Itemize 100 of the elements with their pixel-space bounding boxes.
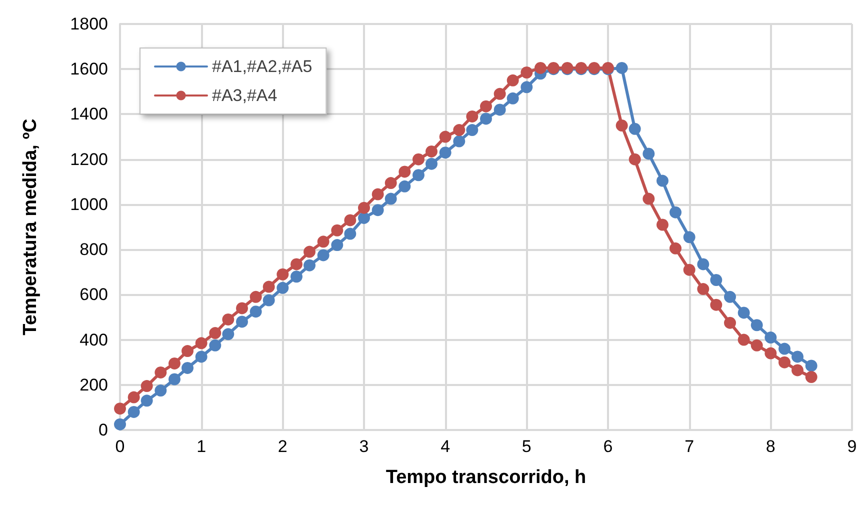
point xyxy=(317,249,330,262)
point xyxy=(250,290,262,303)
point xyxy=(384,192,397,205)
point xyxy=(209,339,222,352)
point xyxy=(506,74,519,86)
point xyxy=(317,236,330,248)
point xyxy=(331,224,344,236)
point xyxy=(494,88,506,100)
y-tick-label: 0 xyxy=(98,420,108,440)
point xyxy=(140,394,153,407)
point xyxy=(697,283,710,296)
point xyxy=(764,347,777,360)
x-tick-label: 6 xyxy=(603,437,613,456)
point xyxy=(372,188,384,200)
point xyxy=(276,282,289,294)
x-tick-label: 9 xyxy=(847,437,857,456)
point xyxy=(168,373,180,386)
point xyxy=(372,204,384,216)
point xyxy=(344,228,356,240)
x-tick-label: 3 xyxy=(359,437,369,456)
point xyxy=(683,264,696,276)
legend-label: #A3,#A4 xyxy=(212,86,278,105)
x-tick-label: 4 xyxy=(440,437,450,456)
point xyxy=(412,169,424,182)
x-tick-label: 1 xyxy=(196,437,206,456)
point xyxy=(439,146,452,159)
point xyxy=(439,130,452,143)
point xyxy=(628,122,641,135)
point xyxy=(466,110,478,122)
point xyxy=(398,180,411,192)
x-tick-label: 0 xyxy=(115,437,125,456)
y-tick-label: 1200 xyxy=(70,150,108,169)
point xyxy=(412,153,424,166)
y-tick-label: 400 xyxy=(80,330,108,350)
point xyxy=(656,174,668,187)
point xyxy=(697,258,710,270)
point xyxy=(114,418,126,430)
point xyxy=(534,62,546,74)
point xyxy=(304,259,316,272)
point xyxy=(520,81,533,94)
point xyxy=(222,328,234,340)
point xyxy=(494,104,506,116)
point xyxy=(384,177,397,190)
point xyxy=(778,342,790,355)
point xyxy=(426,145,438,158)
x-tick-label: 5 xyxy=(522,437,532,456)
point xyxy=(792,364,804,376)
point xyxy=(290,258,302,270)
y-tick-label: 200 xyxy=(80,375,108,394)
point xyxy=(506,92,519,104)
point xyxy=(154,366,167,378)
point xyxy=(738,306,750,319)
point xyxy=(168,357,180,370)
x-tick-label: 2 xyxy=(278,437,288,456)
point xyxy=(262,294,275,306)
point xyxy=(344,214,356,226)
point xyxy=(628,153,641,166)
point xyxy=(195,337,208,350)
y-tick-label: 1400 xyxy=(70,104,108,124)
x-axis-title: Tempo transcorrido, h xyxy=(386,467,586,488)
point xyxy=(453,135,466,148)
point xyxy=(642,192,655,205)
point xyxy=(304,246,316,258)
y-tick-label: 1800 xyxy=(70,14,108,34)
x-tick-label: 8 xyxy=(766,437,776,456)
point xyxy=(750,319,763,332)
y-tick-label: 1600 xyxy=(70,60,108,79)
point xyxy=(276,268,289,280)
point xyxy=(128,406,140,418)
point xyxy=(114,402,126,415)
point xyxy=(480,100,492,112)
legend-label: #A1,#A2,#A5 xyxy=(212,57,312,76)
point xyxy=(670,242,682,254)
point xyxy=(398,166,411,178)
point xyxy=(290,270,302,283)
point xyxy=(683,231,696,244)
y-tick-label: 800 xyxy=(80,240,108,260)
point xyxy=(520,66,533,78)
point xyxy=(724,290,736,303)
point xyxy=(182,345,194,358)
point xyxy=(480,112,492,125)
point xyxy=(222,313,234,326)
point xyxy=(738,334,750,346)
x-tick-label: 7 xyxy=(684,437,694,456)
point xyxy=(466,124,478,136)
point xyxy=(182,362,194,374)
point xyxy=(453,124,466,136)
point xyxy=(262,280,275,293)
point xyxy=(792,350,804,363)
point xyxy=(358,212,370,224)
y-axis-title: Temperatura medida, ºC xyxy=(20,118,41,336)
point xyxy=(236,316,248,328)
point xyxy=(154,384,167,397)
point xyxy=(805,370,818,383)
point xyxy=(778,356,790,368)
point xyxy=(358,202,370,214)
point xyxy=(616,62,628,74)
point xyxy=(710,274,722,286)
point xyxy=(128,391,140,404)
point xyxy=(656,218,668,231)
